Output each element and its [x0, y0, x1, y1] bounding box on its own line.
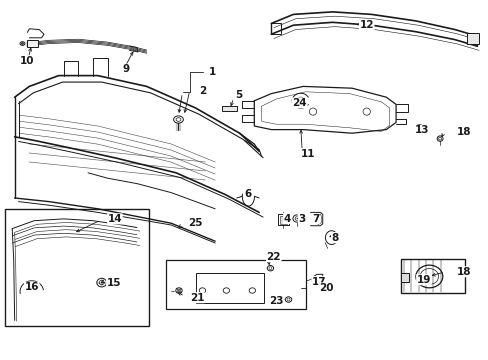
Text: 21: 21: [189, 293, 204, 303]
Text: 20: 20: [318, 283, 333, 293]
Bar: [466, 33, 478, 44]
Text: 22: 22: [266, 252, 281, 262]
Text: 18: 18: [456, 267, 471, 277]
Bar: [195, 273, 264, 303]
Text: 13: 13: [414, 125, 428, 135]
Bar: [222, 106, 237, 111]
Text: 24: 24: [292, 98, 306, 108]
Bar: [5, 209, 149, 326]
Text: 16: 16: [24, 282, 39, 292]
Text: 18: 18: [456, 127, 471, 137]
Text: 12: 12: [359, 20, 373, 30]
Text: 6: 6: [244, 189, 251, 199]
Text: 3: 3: [298, 213, 305, 224]
Text: 5: 5: [234, 90, 242, 100]
Bar: [400, 273, 408, 282]
Text: 23: 23: [268, 296, 283, 306]
Text: 25: 25: [188, 218, 203, 228]
Text: 17: 17: [311, 276, 326, 287]
Text: 2: 2: [199, 86, 206, 96]
Text: 19: 19: [416, 275, 430, 285]
Text: 14: 14: [107, 214, 122, 224]
Ellipse shape: [417, 126, 421, 130]
Text: 9: 9: [122, 64, 129, 74]
Text: 10: 10: [20, 56, 34, 66]
Bar: [279, 216, 286, 224]
Text: 8: 8: [331, 233, 338, 243]
Bar: [166, 260, 305, 309]
Bar: [27, 40, 38, 47]
Bar: [277, 214, 288, 225]
Text: 1: 1: [209, 67, 216, 77]
Bar: [400, 259, 464, 293]
Bar: [271, 23, 281, 34]
Text: 4: 4: [283, 213, 290, 224]
Text: 7: 7: [311, 213, 319, 224]
Text: 15: 15: [106, 278, 121, 288]
Text: 11: 11: [300, 149, 315, 159]
Ellipse shape: [21, 43, 23, 45]
